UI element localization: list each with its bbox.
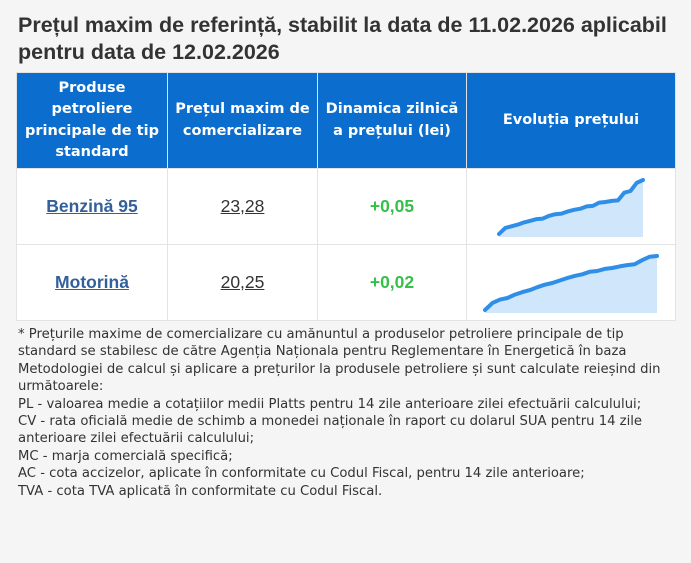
header-products: Produse petroliere principale de tip sta… (16, 72, 168, 169)
sparkline-cell (466, 168, 676, 245)
delta-cell: +0,02 (317, 244, 467, 321)
footnotes: * Prețurile maxime de comercializare cu … (18, 326, 673, 500)
footnote-pl: PL - valoarea medie a cotațiilor medii P… (18, 396, 642, 412)
prices-table: Produse petroliere principale de tip sta… (16, 72, 676, 321)
table-row: Benzină 95 23,28 +0,05 (16, 168, 676, 245)
sparkline-area (499, 179, 643, 237)
header-daily-change: Dinamica zilnică a prețului (lei) (317, 72, 467, 169)
sparkline-cell (466, 244, 676, 321)
table-header-row: Produse petroliere principale de tip sta… (16, 72, 676, 169)
page-title: Prețul maxim de referință, stabilit la d… (18, 13, 667, 64)
price-cell: 23,28 (167, 168, 318, 245)
sparkline-line (497, 177, 645, 236)
table-row: Motorină 20,25 +0,02 (16, 244, 676, 321)
footnote-mc: MC - marja comercială specifică; (18, 448, 233, 464)
price-sparkline-benzina-95 (497, 177, 645, 237)
product-link-motorina[interactable]: Motorină (55, 272, 129, 292)
product-cell: Benzină 95 (16, 168, 168, 245)
header-price-evolution: Evoluția prețului (466, 72, 676, 169)
daily-change-value: +0,05 (369, 196, 415, 216)
price-cell: 20,25 (167, 244, 318, 321)
footnote-cv: CV - rata oficială medie de schimb a mon… (18, 414, 643, 447)
sparkline-area (485, 255, 657, 313)
price-sparkline-motorina (483, 253, 659, 313)
footnote-ac: AC - cota accizelor, aplicate în conform… (18, 466, 585, 482)
product-link-benzina-95[interactable]: Benzină 95 (46, 196, 138, 216)
sparkline-line (483, 253, 659, 312)
price-value[interactable]: 20,25 (220, 272, 265, 292)
product-cell: Motorină (16, 244, 168, 321)
price-value[interactable]: 23,28 (220, 196, 265, 216)
delta-cell: +0,05 (317, 168, 467, 245)
header-max-price: Prețul maxim de comercializare (167, 72, 318, 169)
footnote-intro: * Prețurile maxime de comercializare cu … (18, 327, 661, 395)
footnote-tva: TVA - cota TVA aplicată în conformitate … (18, 483, 383, 499)
daily-change-value: +0,02 (369, 272, 415, 292)
